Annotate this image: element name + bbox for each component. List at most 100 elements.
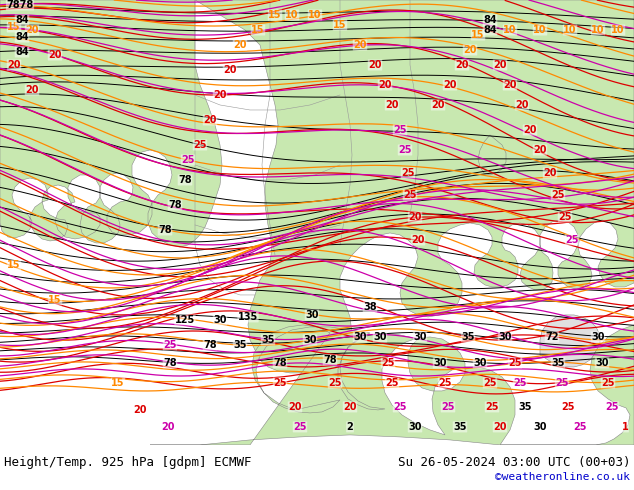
Text: 25: 25 [514, 378, 527, 388]
Text: 30: 30 [413, 332, 427, 342]
Text: 35: 35 [518, 402, 532, 412]
Text: 15: 15 [111, 378, 125, 388]
Text: 10: 10 [285, 10, 299, 20]
Text: 15: 15 [268, 10, 281, 20]
Text: 30: 30 [498, 332, 512, 342]
Text: 25: 25 [485, 402, 499, 412]
Text: 20: 20 [25, 25, 39, 35]
Text: Height/Temp. 925 hPa [gdpm] ECMWF: Height/Temp. 925 hPa [gdpm] ECMWF [4, 456, 252, 469]
Polygon shape [150, 325, 515, 445]
Text: 25: 25 [163, 340, 177, 350]
Text: 30: 30 [592, 332, 605, 342]
Text: 30: 30 [303, 335, 317, 345]
Text: 35: 35 [551, 358, 565, 368]
Text: 20: 20 [161, 422, 175, 432]
Text: 25: 25 [273, 378, 287, 388]
Text: 20: 20 [515, 100, 529, 110]
Text: 25: 25 [438, 378, 452, 388]
Text: 20: 20 [48, 50, 61, 60]
Text: 35: 35 [261, 335, 275, 345]
Text: 20: 20 [493, 60, 507, 70]
Text: 10: 10 [533, 25, 547, 35]
Polygon shape [500, 325, 634, 445]
Text: 20: 20 [233, 40, 247, 50]
Text: 25: 25 [483, 378, 497, 388]
Text: 25: 25 [566, 235, 579, 245]
Text: 20: 20 [503, 80, 517, 90]
Text: 25: 25 [561, 402, 575, 412]
Text: 1: 1 [621, 422, 628, 432]
Text: 20: 20 [213, 90, 227, 100]
Polygon shape [0, 0, 222, 247]
Text: 25: 25 [393, 125, 407, 135]
Text: 30: 30 [373, 332, 387, 342]
Polygon shape [478, 135, 506, 175]
Text: 10: 10 [611, 25, 624, 35]
Text: 2: 2 [347, 422, 353, 432]
Text: 25: 25 [294, 422, 307, 432]
Text: 84: 84 [15, 47, 29, 57]
Text: 20: 20 [25, 85, 39, 95]
Text: 20: 20 [353, 40, 366, 50]
Text: 35: 35 [462, 332, 475, 342]
Text: 38: 38 [363, 302, 377, 312]
Text: 20: 20 [443, 80, 456, 90]
Text: 84: 84 [483, 25, 497, 35]
Text: 20: 20 [431, 100, 444, 110]
Text: 20: 20 [7, 60, 21, 70]
Text: 25: 25 [441, 402, 455, 412]
Text: 84: 84 [15, 32, 29, 42]
Text: Su 26-05-2024 03:00 UTC (00+03): Su 26-05-2024 03:00 UTC (00+03) [398, 456, 630, 469]
Text: 20: 20 [204, 115, 217, 125]
Text: 10: 10 [592, 25, 605, 35]
Text: 125: 125 [175, 315, 195, 325]
Text: 25: 25 [181, 155, 195, 165]
Text: 78: 78 [178, 175, 192, 185]
Text: 20: 20 [223, 65, 236, 75]
Text: 30: 30 [595, 358, 609, 368]
Text: 20: 20 [385, 100, 399, 110]
Text: 135: 135 [238, 312, 258, 322]
Text: 30: 30 [408, 422, 422, 432]
Text: 20: 20 [493, 422, 507, 432]
Text: 30: 30 [353, 332, 366, 342]
Text: 25: 25 [601, 378, 615, 388]
Text: 25: 25 [328, 378, 342, 388]
Text: 25: 25 [551, 190, 565, 200]
Text: 78: 78 [323, 355, 337, 365]
Text: 30: 30 [213, 315, 227, 325]
Text: 10: 10 [563, 25, 577, 35]
Text: 35: 35 [453, 422, 467, 432]
Text: 15: 15 [333, 20, 347, 30]
Text: 25: 25 [555, 378, 569, 388]
Text: 35: 35 [233, 340, 247, 350]
Text: 15: 15 [7, 260, 21, 270]
Text: 25: 25 [193, 140, 207, 150]
Text: 20: 20 [523, 125, 537, 135]
Text: 10: 10 [503, 25, 517, 35]
Text: 30: 30 [533, 422, 547, 432]
Text: 25: 25 [559, 212, 572, 222]
Text: 25: 25 [393, 402, 407, 412]
Text: 20: 20 [411, 235, 425, 245]
Text: 25: 25 [605, 402, 619, 412]
Polygon shape [540, 315, 600, 367]
Text: 30: 30 [433, 358, 447, 368]
Text: 25: 25 [573, 422, 586, 432]
Text: 84: 84 [483, 15, 497, 25]
Text: 30: 30 [305, 310, 319, 320]
Text: 20: 20 [288, 402, 302, 412]
Text: 78: 78 [158, 225, 172, 235]
Text: 25: 25 [381, 358, 395, 368]
Text: 25: 25 [403, 190, 417, 200]
Text: 20: 20 [463, 45, 477, 55]
Text: 7878: 7878 [6, 0, 34, 10]
Text: 20: 20 [133, 405, 146, 415]
Text: ©weatheronline.co.uk: ©weatheronline.co.uk [495, 472, 630, 482]
Text: 25: 25 [398, 145, 411, 155]
Text: 78: 78 [273, 358, 287, 368]
Text: 15: 15 [48, 295, 61, 305]
Text: 10: 10 [308, 10, 321, 20]
Text: 25: 25 [401, 168, 415, 178]
Text: 25: 25 [508, 358, 522, 368]
